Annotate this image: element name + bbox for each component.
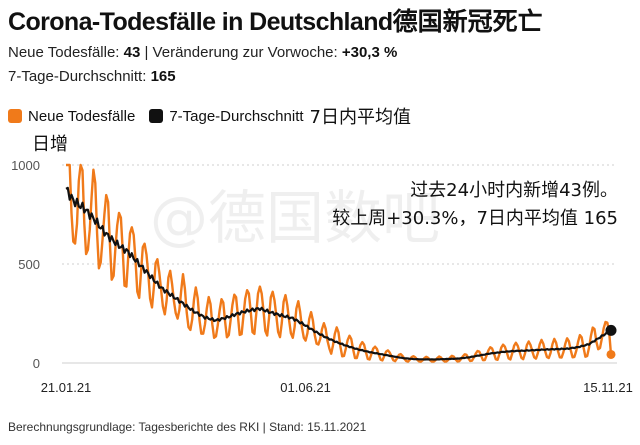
y-tick-label: 1000 [11, 158, 40, 173]
chart-grid [62, 164, 617, 364]
weekly-change-label: | Veränderung zur Vorwoche: [140, 44, 342, 61]
series-end-point-avg [605, 324, 617, 336]
page-title: Corona-Todesfälle in Deutschland德国新冠死亡 [8, 2, 638, 38]
weekly-change-value: +30,3 % [341, 44, 398, 61]
annotation-line-1: 过去24小时内新增43例。 [410, 180, 618, 201]
legend-label-avg: 7-Tage-Durchschnitt [169, 107, 304, 125]
legend-label-daily-zh: 日增 [32, 134, 68, 155]
title-zh: 德国新冠死亡 [392, 7, 543, 36]
series-end-point-daily [606, 349, 616, 359]
stats-line-2: 7-Tage-Durchschnitt: 165 [8, 68, 176, 85]
title-de: Corona-Todesfälle in Deutschland [8, 8, 393, 36]
chart: @德国数吧 0 500 1000 21.01.21 01.06.21 15.11.21 [11, 158, 633, 395]
y-tick-label: 0 [33, 356, 40, 371]
legend-swatch-daily [8, 109, 22, 123]
source-note: Berechnungsgrundlage: Tagesberichte des … [8, 420, 367, 434]
avg-label: 7-Tage-Durchschnitt: [8, 68, 151, 85]
x-tick-label: 01.06.21 [280, 380, 331, 395]
series-line-daily [66, 163, 613, 363]
x-axis-ticks: 21.01.21 01.06.21 15.11.21 [41, 380, 633, 395]
legend-label-daily: Neue Todesfälle [28, 107, 136, 125]
y-axis-ticks: 0 500 1000 [11, 158, 40, 371]
annotation-line-2: 较上周+30.3%，7日内平均值 165 [332, 208, 618, 229]
legend-label-avg-zh: 7日内平均值 [309, 107, 411, 128]
watermark: @德国数吧 [150, 184, 440, 252]
new-deaths-label: Neue Todesfälle: [8, 44, 124, 61]
x-tick-label: 15.11.21 [583, 380, 633, 395]
chart-legend: Neue Todesfälle 7-Tage-Durchschnitt 7日内平… [8, 103, 411, 129]
avg-value: 165 [150, 68, 176, 85]
y-tick-label: 500 [18, 257, 40, 272]
stats-line-1: Neue Todesfälle: 43 | Veränderung zur Vo… [8, 44, 397, 61]
legend-swatch-avg [149, 109, 164, 123]
x-tick-label: 21.01.21 [41, 380, 92, 395]
new-deaths-value: 43 [123, 44, 141, 61]
series-line-avg [65, 186, 612, 361]
